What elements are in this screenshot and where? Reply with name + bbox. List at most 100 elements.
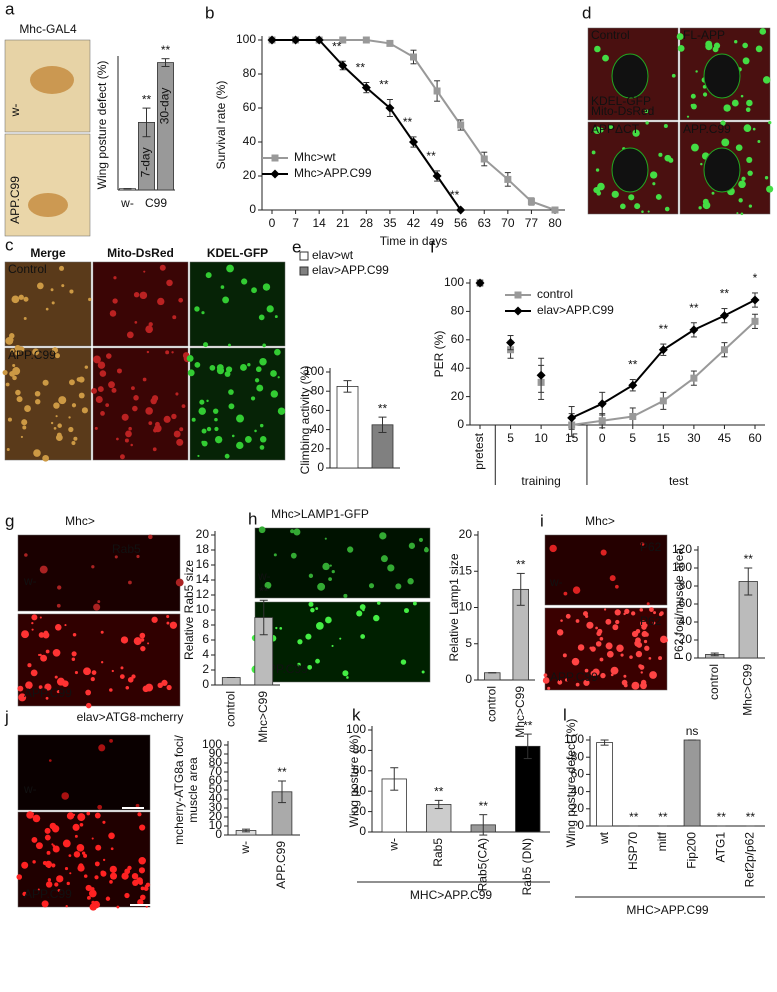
puncta — [50, 288, 54, 292]
puncta — [575, 682, 580, 687]
significance-label: ** — [659, 322, 669, 336]
puncta — [132, 879, 139, 887]
puncta — [611, 190, 619, 198]
bar — [336, 385, 359, 469]
puncta — [277, 376, 280, 379]
puncta — [94, 861, 100, 867]
puncta — [154, 424, 162, 433]
puncta — [41, 900, 49, 908]
x-tick-label: 49 — [430, 216, 444, 230]
y-tick-label: 0 — [215, 827, 222, 841]
puncta — [61, 792, 69, 800]
point — [504, 175, 512, 183]
x-tick-label: Rab5 — [431, 838, 445, 867]
puncta — [131, 872, 139, 880]
point — [629, 412, 637, 420]
puncta — [649, 671, 657, 679]
puncta — [564, 678, 569, 682]
puncta — [54, 882, 59, 887]
puncta — [112, 298, 118, 304]
puncta — [331, 644, 334, 648]
significance-label: ** — [689, 301, 699, 315]
legend-marker — [514, 291, 522, 299]
puncta — [644, 109, 649, 114]
puncta — [212, 408, 219, 414]
puncta — [610, 673, 614, 677]
puncta — [119, 454, 125, 460]
puncta — [97, 804, 103, 810]
puncta — [377, 601, 381, 605]
puncta — [639, 664, 645, 670]
micrograph — [92, 261, 189, 347]
puncta — [228, 403, 235, 410]
x-tick-label: 0 — [269, 216, 276, 230]
point — [689, 325, 699, 335]
micrograph — [17, 734, 151, 811]
puncta — [58, 396, 67, 405]
puncta — [90, 676, 95, 682]
puncta — [220, 366, 224, 369]
puncta — [757, 140, 761, 144]
y-axis-label: Climbing activity (%) — [298, 366, 312, 475]
x-tick-label: 30 — [687, 431, 701, 445]
y-tick-label: 80 — [311, 383, 325, 397]
point — [750, 295, 760, 305]
puncta — [138, 856, 146, 865]
x-tick-label: 63 — [478, 216, 492, 230]
y-tick-label: 20 — [679, 632, 693, 646]
panel-letter: e — [292, 237, 301, 256]
y-tick-label: 80 — [679, 578, 693, 592]
puncta — [643, 639, 648, 644]
puncta — [597, 182, 605, 191]
puncta — [10, 348, 15, 353]
point — [410, 53, 417, 61]
puncta — [746, 156, 753, 163]
image-title: Mhc-GAL4 — [19, 22, 77, 36]
puncta — [10, 338, 14, 342]
puncta — [44, 827, 51, 834]
puncta — [308, 601, 314, 607]
x-tick-label: 10 — [534, 431, 548, 445]
point — [409, 137, 418, 147]
puncta — [658, 656, 663, 661]
row-label: APP.C99 — [8, 348, 56, 362]
puncta — [624, 608, 630, 614]
puncta — [172, 315, 177, 320]
image-label: APPΔCT — [591, 122, 640, 136]
puncta — [69, 289, 74, 294]
puncta — [124, 438, 129, 443]
puncta — [140, 886, 145, 891]
nucleus — [611, 147, 649, 193]
puncta — [316, 622, 324, 630]
puncta — [113, 276, 117, 280]
puncta — [110, 847, 114, 851]
puncta — [768, 120, 772, 125]
puncta — [45, 881, 53, 888]
puncta — [273, 553, 277, 557]
puncta — [241, 278, 248, 285]
puncta — [747, 170, 753, 176]
significance-label: ** — [658, 810, 668, 824]
y-axis-label: P62 foci/muscle area — [672, 548, 686, 660]
puncta — [720, 120, 726, 126]
y-tick-label: 0 — [685, 650, 692, 664]
puncta — [74, 834, 78, 838]
puncta — [322, 562, 330, 571]
nucleus — [703, 147, 741, 193]
panel-letter: j — [4, 707, 9, 726]
puncta — [740, 94, 744, 98]
puncta — [740, 212, 744, 216]
puncta — [62, 839, 71, 848]
puncta — [616, 644, 624, 652]
puncta — [12, 363, 16, 368]
y-tick-label: 14 — [196, 572, 210, 586]
y-tick-label: 100 — [346, 722, 366, 736]
puncta — [57, 423, 62, 428]
puncta — [606, 650, 614, 658]
puncta — [328, 577, 332, 582]
puncta — [155, 421, 160, 427]
puncta — [81, 851, 86, 855]
puncta — [59, 265, 65, 271]
puncta — [21, 861, 29, 869]
puncta — [66, 812, 75, 820]
